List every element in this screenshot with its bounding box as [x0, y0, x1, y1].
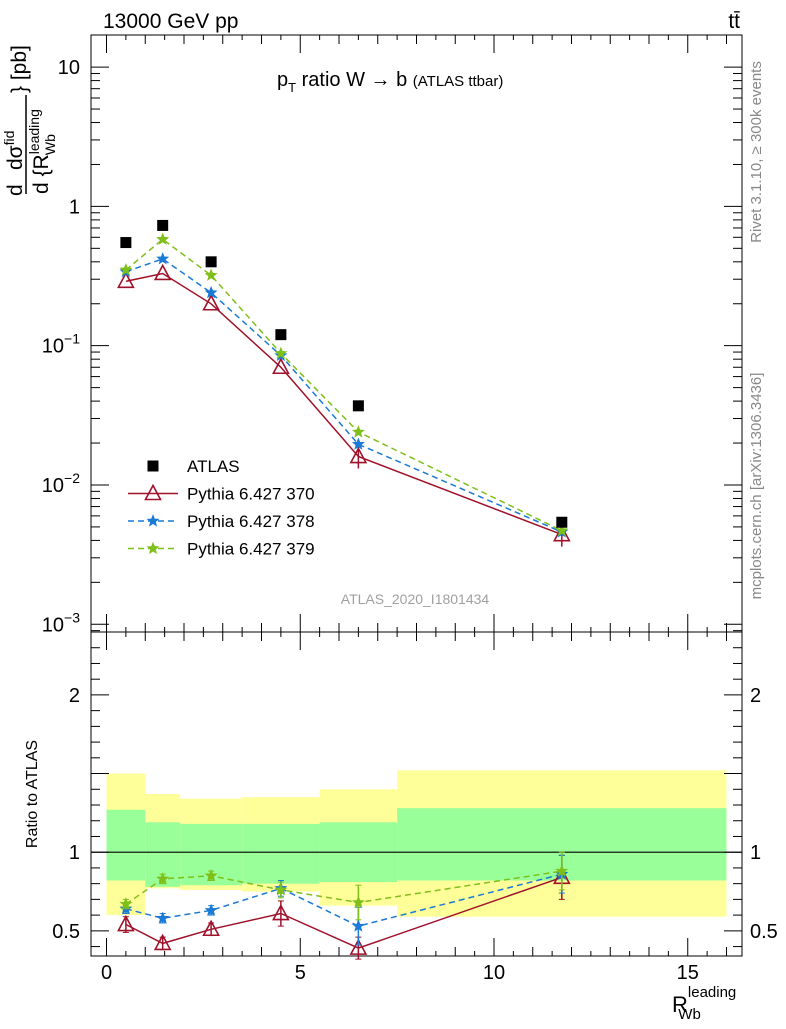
ratio-y-tick-label-right: 0.5: [750, 921, 778, 943]
ratio-marker-2: [204, 868, 218, 882]
main-y-tick-label: 10: [58, 57, 80, 79]
legend-atlas-label: ATLAS: [187, 457, 240, 476]
ratio-y-tick-label-right: 2: [750, 685, 761, 707]
ylabel-d1: d: [4, 184, 27, 196]
ratio-marker-2: [156, 872, 170, 885]
rivet-label: Rivet 3.1.10, ≥ 300k events: [748, 61, 765, 243]
ylabel-denominator: d {RleadingWb: [26, 109, 58, 194]
atlas-data-point: [275, 329, 287, 341]
legend-marker-0: [144, 483, 162, 501]
analysis-watermark: ATLAS_2020_I1801434: [341, 591, 490, 607]
main-marker-0: [153, 263, 172, 281]
ratio-marker-0: [202, 919, 220, 937]
main-series-line-1: [125, 258, 563, 533]
legend-atlas-marker: [147, 460, 159, 472]
legend-label-2: Pythia 6.427 379: [187, 540, 315, 559]
mcplots-label: mcplots.cern.ch [arXiv:1306.3436]: [748, 373, 765, 600]
ratio-plot-series: [117, 851, 571, 960]
main-series-line-0: [125, 272, 563, 536]
x-tick-label: 10: [483, 962, 505, 984]
main-marker-2: [351, 425, 365, 438]
main-y-tick-label: 10−1: [42, 331, 80, 358]
ratio-y-tick-label: 1: [69, 842, 80, 864]
main-series-line-2: [125, 238, 563, 532]
axes-ticks: 0 5 10 15 10 1 10−1 10−2 10−3 0.5 0.5 1 1 2 2: [42, 35, 778, 984]
main-marker-2: [555, 523, 569, 537]
x-tick-label: 15: [677, 962, 699, 984]
ratio-marker-2: [274, 883, 288, 896]
main-marker-1: [204, 285, 218, 299]
legend-label-1: Pythia 6.427 378: [187, 512, 315, 531]
legend-marker-2: [146, 541, 160, 555]
main-marker-0: [552, 524, 571, 542]
ratio-series-line-0: [125, 876, 563, 949]
atlas-uncertainty-bands: [91, 770, 742, 917]
legend: ATLAS Pythia 6.427 370 Pythia 6.427 378 Pyt…: [128, 457, 315, 559]
main-marker-0: [349, 446, 368, 464]
ratio-marker-1: [204, 903, 218, 916]
legend-label-0: Pythia 6.427 370: [187, 485, 315, 504]
ylabel-sigma: dσfid: [1, 131, 27, 170]
atlas-data-point: [556, 516, 568, 528]
main-marker-2: [274, 346, 288, 359]
ratio-y-axis-label: Ratio to ATLAS: [24, 740, 41, 848]
header-right: tt̄: [728, 10, 740, 33]
ratio-marker-2: [119, 897, 133, 910]
main-marker-2: [156, 232, 170, 245]
main-marker-0: [202, 294, 220, 311]
legend-marker-1: [146, 514, 160, 527]
main-marker-1: [156, 252, 170, 265]
plot-title: pT ratio W → b (ATLAS ttbar): [277, 69, 503, 95]
x-tick-label: 5: [295, 962, 306, 984]
band-inner-3: [242, 823, 320, 884]
main-y-tick-label: 1: [69, 196, 80, 218]
ratio-marker-2: [351, 895, 365, 909]
ratio-marker-2: [555, 864, 569, 877]
main-marker-1: [351, 437, 365, 450]
x-tick-label: 0: [101, 962, 112, 984]
atlas-data-point: [205, 256, 217, 268]
x-axis-label: Rleading Wb: [672, 984, 736, 1023]
main-marker-2: [119, 263, 133, 276]
ylabel-unit: } [pb]: [8, 45, 31, 93]
ratio-marker-0: [117, 914, 135, 932]
ratio-marker-0: [272, 903, 290, 921]
atlas-data-point: [157, 219, 169, 231]
main-marker-0: [117, 271, 135, 289]
ratio-marker-1: [156, 911, 170, 924]
main-y-axis-label: d dσfid d {RleadingWb } [pb]: [1, 45, 58, 196]
main-plot-series: [117, 219, 571, 547]
ratio-y-tick-label-right: 1: [750, 842, 761, 864]
atlas-data-point: [352, 400, 364, 412]
ratio-y-tick-label: 0.5: [52, 921, 80, 943]
ratio-marker-0: [349, 938, 368, 955]
atlas-data-point: [120, 237, 132, 249]
ratio-series-line-1: [125, 873, 562, 927]
main-marker-2: [204, 268, 218, 281]
ratio-marker-0: [153, 933, 172, 951]
main-marker-0: [272, 357, 290, 375]
ratio-y-tick-label: 2: [69, 685, 80, 707]
main-y-tick-label: 10−3: [42, 609, 80, 636]
header-left: 13000 GeV pp: [103, 10, 238, 33]
ratio-marker-1: [351, 919, 365, 932]
main-y-tick-label: 10−2: [42, 470, 80, 497]
band-inner-0: [106, 809, 146, 881]
